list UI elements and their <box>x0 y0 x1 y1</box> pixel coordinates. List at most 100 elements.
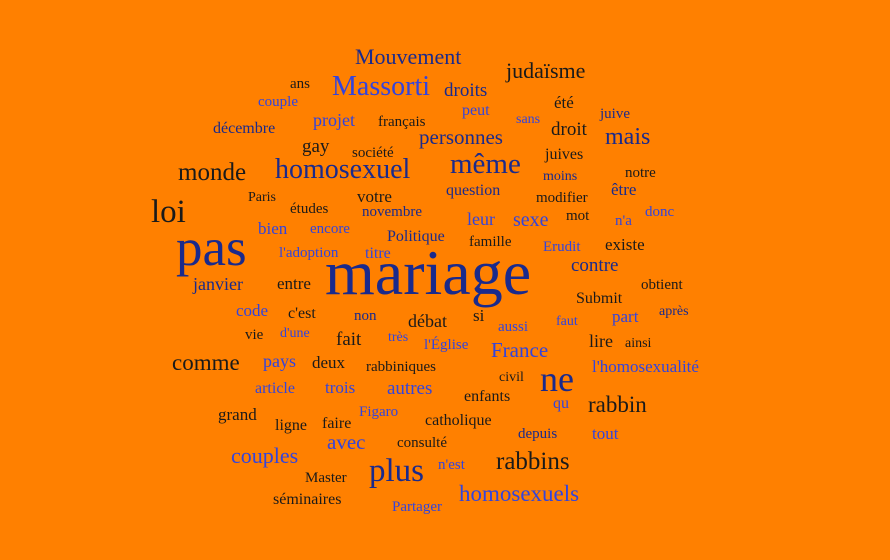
cloud-word-massorti: Massorti <box>332 71 430 102</box>
cloud-word-obtient: obtient <box>641 277 683 293</box>
cloud-word-rabbins: rabbins <box>496 448 570 475</box>
cloud-word-mariage: mariage <box>325 237 532 308</box>
cloud-word-grand: grand <box>218 405 257 424</box>
cloud-word-projet: projet <box>313 110 355 130</box>
cloud-word-n-est: n'est <box>438 457 465 473</box>
cloud-word-meme: même <box>450 148 521 180</box>
cloud-word-ligne: ligne <box>275 417 307 434</box>
cloud-word-c-est: c'est <box>288 305 316 322</box>
cloud-word-pas: pas <box>176 219 247 277</box>
cloud-word-consulte: consulté <box>397 435 447 451</box>
cloud-word-ainsi: ainsi <box>625 336 652 351</box>
cloud-word-modifier: modifier <box>536 190 588 206</box>
cloud-word-politique: Politique <box>387 228 445 245</box>
cloud-word-d-une: d'une <box>280 326 310 341</box>
cloud-word-novembre: novembre <box>362 204 422 220</box>
cloud-word-droit: droit <box>551 119 587 140</box>
cloud-word-encore: encore <box>310 221 350 237</box>
cloud-word-gay: gay <box>302 136 330 157</box>
cloud-word-peut: peut <box>462 102 490 119</box>
cloud-word-mais: mais <box>605 124 651 150</box>
cloud-word-depuis: depuis <box>518 426 558 442</box>
cloud-word-submit: Submit <box>576 290 623 307</box>
cloud-word-ne: ne <box>540 359 574 399</box>
cloud-word-master: Master <box>305 470 347 486</box>
cloud-word-aussi: aussi <box>498 319 528 335</box>
cloud-word-droits: droits <box>444 80 488 101</box>
cloud-word-sexe: sexe <box>513 209 549 231</box>
cloud-word-l-homosexualite: l'homosexualité <box>592 357 699 376</box>
cloud-word-vie: vie <box>245 327 264 343</box>
cloud-word-seminaires: séminaires <box>273 491 342 508</box>
cloud-word-autres: autres <box>387 378 433 399</box>
cloud-word-mot: mot <box>566 208 590 224</box>
cloud-word-societe: société <box>352 145 394 161</box>
cloud-word-votre: votre <box>357 187 392 206</box>
cloud-word-couple: couple <box>258 94 298 110</box>
cloud-word-notre: notre <box>625 165 656 181</box>
cloud-word-bien: bien <box>258 219 288 238</box>
cloud-word-etre: être <box>611 180 637 199</box>
cloud-word-si: si <box>473 306 485 325</box>
cloud-word-decembre: décembre <box>213 120 276 137</box>
cloud-word-l-adoption: l'adoption <box>279 245 339 261</box>
cloud-word-enfants: enfants <box>464 388 511 405</box>
cloud-word-juive: juive <box>600 106 630 122</box>
cloud-word-avec: avec <box>327 430 366 454</box>
cloud-word-existe: existe <box>605 235 645 254</box>
cloud-word-homosexuel: homosexuel <box>275 154 411 185</box>
cloud-word-apres: après <box>659 304 689 319</box>
cloud-word-n-a: n'a <box>615 213 632 229</box>
cloud-word-faire: faire <box>322 415 352 432</box>
cloud-word-etudes: études <box>290 201 329 217</box>
cloud-word-moins: moins <box>543 169 578 184</box>
cloud-word-fait: fait <box>336 329 362 350</box>
cloud-word-mouvement: Mouvement <box>355 44 462 69</box>
cloud-word-personnes: personnes <box>419 125 503 149</box>
cloud-word-erudit: Erudit <box>543 239 581 255</box>
cloud-word-question: question <box>446 182 501 199</box>
cloud-word-rabbiniques: rabbiniques <box>366 359 436 375</box>
cloud-word-janvier: janvier <box>193 274 243 294</box>
cloud-word-trois: trois <box>325 378 356 397</box>
cloud-word-debat: débat <box>408 311 447 331</box>
cloud-word-ans: ans <box>290 76 310 92</box>
cloud-word-homosexuels: homosexuels <box>459 481 580 506</box>
cloud-word-qu: qu <box>553 395 569 412</box>
cloud-word-code: code <box>236 301 269 320</box>
cloud-word-juives: juives <box>545 146 584 163</box>
cloud-word-donc: donc <box>645 204 675 220</box>
cloud-word-paris: Paris <box>248 190 276 205</box>
cloud-word-article: article <box>255 380 295 397</box>
cloud-word-contre: contre <box>571 255 619 276</box>
cloud-word-catholique: catholique <box>425 412 492 429</box>
cloud-word-figaro: Figaro <box>359 404 399 420</box>
cloud-word-rabbin: rabbin <box>588 392 647 417</box>
cloud-word-partager: Partager <box>392 499 442 515</box>
cloud-word-france: France <box>491 338 549 362</box>
cloud-word-ete: été <box>554 93 574 112</box>
cloud-word-plus: plus <box>369 453 425 489</box>
cloud-word-monde: monde <box>178 159 247 186</box>
cloud-word-tres: très <box>388 330 409 345</box>
cloud-word-francais: français <box>378 114 426 130</box>
cloud-word-tout: tout <box>592 424 619 443</box>
cloud-word-pays: pays <box>263 351 296 371</box>
cloud-word-lire: lire <box>589 331 613 351</box>
cloud-word-deux: deux <box>312 353 346 372</box>
cloud-word-leur: leur <box>467 209 495 229</box>
cloud-word-couples: couples <box>231 443 299 468</box>
cloud-word-famille: famille <box>469 234 512 250</box>
cloud-word-non: non <box>354 308 377 324</box>
cloud-word-comme: comme <box>172 350 240 375</box>
cloud-word-faut: faut <box>556 314 578 329</box>
cloud-word-entre: entre <box>277 274 311 293</box>
cloud-word-sans: sans <box>516 112 541 127</box>
cloud-word-judaisme: judaïsme <box>506 58 586 83</box>
cloud-word-titre: titre <box>365 245 391 262</box>
cloud-word-civil: civil <box>499 370 524 385</box>
cloud-word-l-eglise: l'Église <box>424 337 469 353</box>
cloud-word-loi: loi <box>151 194 186 230</box>
cloud-word-part: part <box>612 307 639 326</box>
